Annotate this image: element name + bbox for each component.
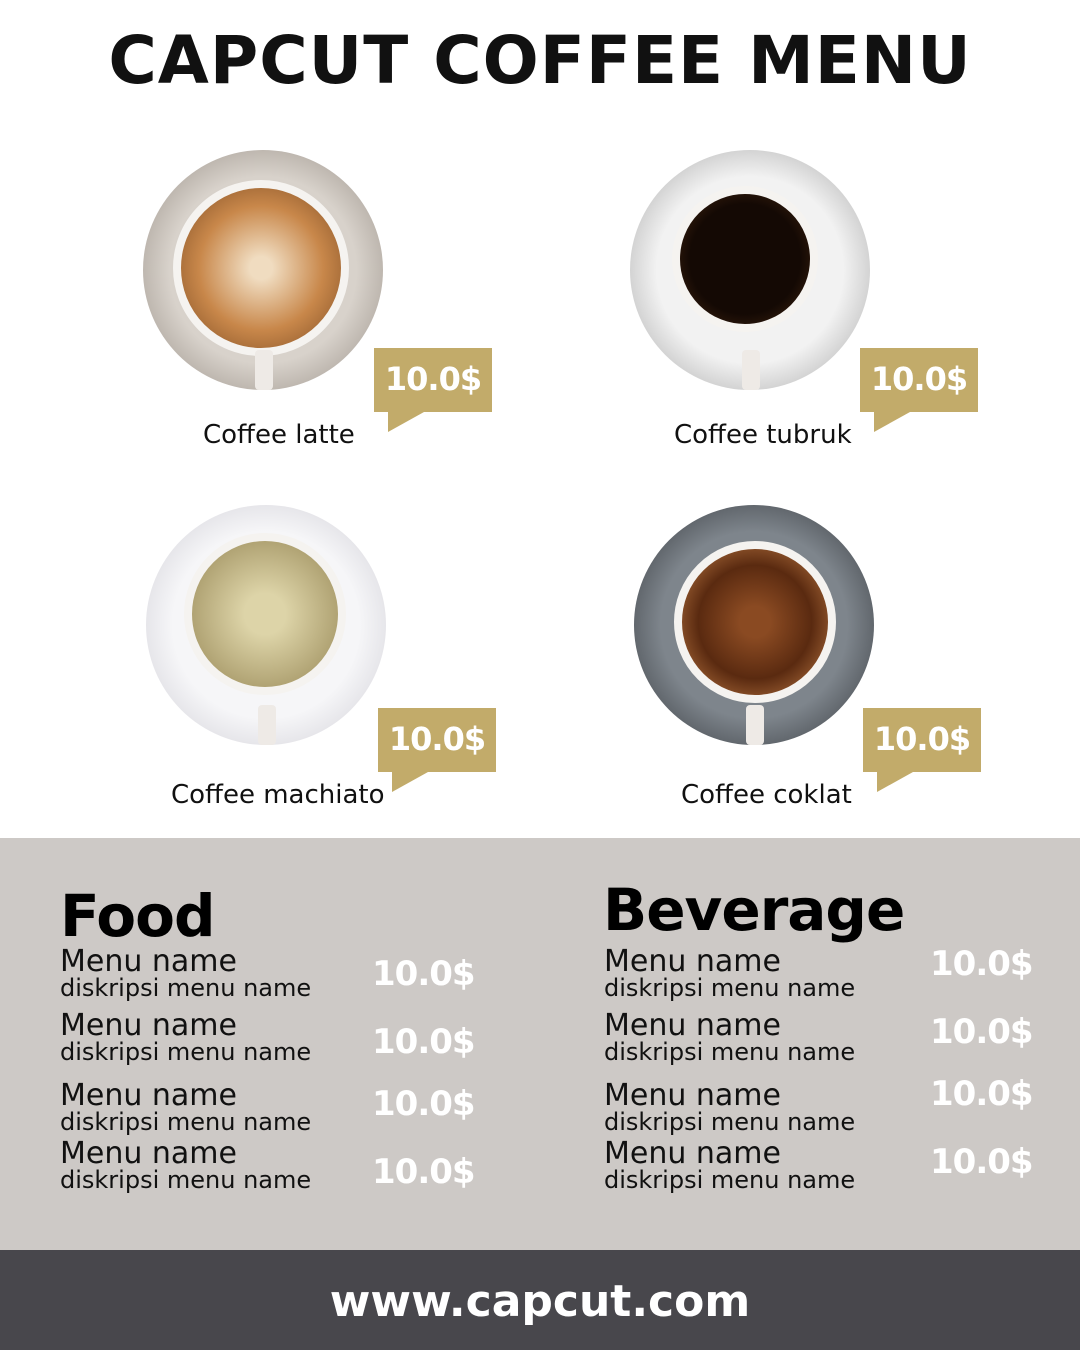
food-item: Menu name diskripsi menu name: [60, 1078, 312, 1136]
beverage-item: Menu name diskripsi menu name: [604, 1008, 856, 1066]
coffee-machiato-image: [146, 505, 386, 745]
food-title: Food: [60, 882, 215, 950]
coffee-coklat-image: [634, 505, 874, 745]
beverage-item-price: 10.0$: [930, 1142, 1034, 1182]
beverage-item-price: 10.0$: [930, 1074, 1034, 1114]
coffee-name: Coffee machiato: [171, 780, 385, 810]
beverage-title: Beverage: [603, 876, 905, 944]
price-tag: 10.0$: [860, 348, 978, 432]
menu-section: Food Beverage Menu name diskripsi menu na…: [0, 838, 1080, 1250]
coffee-name: Coffee coklat: [681, 780, 852, 810]
price-tag: 10.0$: [374, 348, 492, 432]
coffee-name: Coffee latte: [203, 420, 355, 450]
coffee-tubruk-image: [630, 150, 870, 390]
food-item: Menu name diskripsi menu name: [60, 1008, 312, 1066]
footer-url[interactable]: www.capcut.com: [0, 1250, 1080, 1350]
food-item-price: 10.0$: [372, 954, 476, 994]
coffee-name: Coffee tubruk: [674, 420, 852, 450]
beverage-item: Menu name diskripsi menu name: [604, 1136, 856, 1194]
food-item-price: 10.0$: [372, 1084, 476, 1124]
beverage-item: Menu name diskripsi menu name: [604, 1078, 856, 1136]
food-item: Menu name diskripsi menu name: [60, 944, 312, 1002]
coffee-latte-image: [143, 150, 383, 390]
beverage-item-price: 10.0$: [930, 1012, 1034, 1052]
beverage-item: Menu name diskripsi menu name: [604, 944, 856, 1002]
beverage-item-price: 10.0$: [930, 944, 1034, 984]
food-item-price: 10.0$: [372, 1152, 476, 1192]
page-title: CAPCUT COFFEE MENU: [108, 22, 972, 99]
price-tag: 10.0$: [863, 708, 981, 792]
food-item: Menu name diskripsi menu name: [60, 1136, 312, 1194]
price-tag: 10.0$: [378, 708, 496, 792]
food-item-price: 10.0$: [372, 1022, 476, 1062]
